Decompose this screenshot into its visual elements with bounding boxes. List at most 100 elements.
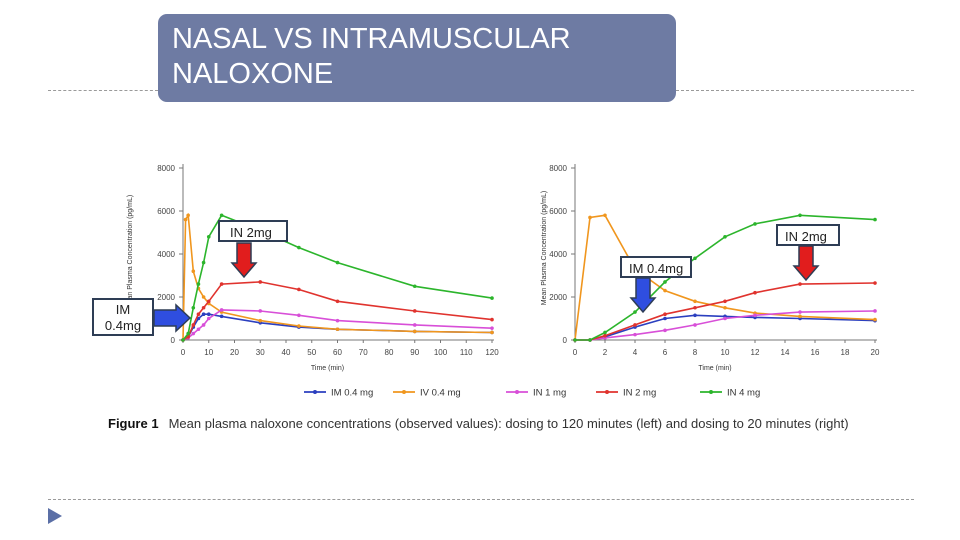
slide-title: NASAL VS INTRAMUSCULAR NALOXONE (158, 14, 676, 102)
data-point-in-2-mg (798, 282, 802, 286)
series-line-im-0-4-mg (182, 313, 493, 341)
data-point-in-4-mg (588, 338, 592, 342)
x-tick-label: 70 (359, 348, 368, 357)
legend-marker-in-4-mg (709, 390, 713, 394)
data-point-in-4-mg (186, 331, 190, 336)
series-line-in-2-mg (182, 281, 493, 341)
legend-marker-iv-0-4-mg (402, 390, 406, 394)
x-tick-label: 30 (256, 348, 265, 357)
left-im-04mg-arrow-icon (153, 303, 192, 333)
x-tick-label: 8 (693, 348, 698, 357)
data-point-in-1-mg (798, 310, 802, 314)
x-tick-label: 6 (663, 348, 668, 357)
data-point-in-1-mg (335, 318, 340, 323)
x-tick-label: 16 (811, 348, 820, 357)
y-tick-label: 6000 (157, 207, 175, 216)
data-point-in-2-mg (191, 323, 196, 327)
callout-right-in-2mg: IN 2mg (776, 224, 840, 246)
bottom-divider (48, 499, 914, 500)
callout-arrows (153, 242, 820, 333)
series-in-1-mg (573, 309, 877, 342)
x-tick-label: 90 (410, 348, 419, 357)
data-point-in-2-mg (603, 333, 607, 338)
data-point-iv-0-4-mg (412, 329, 417, 334)
top-divider-right (676, 90, 914, 91)
data-point-iv-0-4-mg (693, 299, 697, 304)
top-divider-left (48, 90, 158, 91)
data-point-iv-0-4-mg (183, 217, 188, 222)
data-point-in-4-mg (191, 305, 196, 310)
data-point-in-4-mg (196, 282, 201, 286)
x-axis-label: Time (min) (311, 365, 344, 372)
series-line-in-2-mg (575, 282, 876, 341)
data-point-in-2-mg (297, 287, 301, 292)
x-tick-label: 60 (333, 348, 342, 357)
data-point-in-2-mg (258, 280, 263, 284)
data-point-in-2-mg (490, 317, 494, 322)
legend-label-in-2-mg: IN 2 mg (623, 388, 656, 399)
data-point-in-2-mg (196, 312, 201, 317)
figure-caption: Figure 1 Mean plasma naloxone concentrati… (108, 416, 849, 431)
data-point-in-4-mg (723, 235, 727, 239)
data-point-in-2-mg (335, 299, 340, 304)
data-point-in-4-mg (663, 280, 667, 284)
data-point-in-4-mg (201, 260, 206, 265)
data-point-iv-0-4-mg (186, 213, 190, 218)
legend-marker-in-1-mg (515, 390, 519, 394)
data-point-in-2-mg (873, 281, 877, 285)
x-tick-label: 12 (751, 348, 760, 357)
data-point-iv-0-4-mg (191, 269, 196, 274)
series-line-in-4-mg (182, 214, 493, 341)
x-tick-label: 2 (603, 348, 608, 357)
x-tick-label: 18 (841, 348, 850, 357)
data-point-iv-0-4-mg (798, 314, 802, 319)
series-iv-0-4-mg (573, 213, 877, 342)
x-tick-label: 10 (721, 348, 730, 357)
legend-label-iv-0-4-mg: IV 0.4 mg (420, 388, 461, 399)
data-point-in-4-mg (219, 213, 224, 218)
data-point-iv-0-4-mg (873, 317, 877, 322)
data-point-in-1-mg (693, 323, 697, 327)
data-point-in-4-mg (633, 310, 637, 314)
data-point-in-2-mg (753, 290, 757, 295)
legend-label-in-1-mg: IN 1 mg (533, 388, 566, 399)
series-in-2-mg (573, 281, 877, 342)
callout-right-im-04mg: IM 0.4mg (620, 256, 692, 278)
slide-nav-triangle-icon[interactable] (48, 508, 62, 524)
chart-legend: IM 0.4 mg IV 0.4 mg IN 1 mg IN 2 mg IN 4 mg (304, 388, 760, 399)
y-tick-label: 0 (563, 336, 568, 345)
data-point-in-4-mg (873, 217, 877, 222)
data-point-in-1-mg (297, 313, 301, 318)
data-point-in-4-mg (753, 222, 757, 226)
data-point-in-1-mg (663, 328, 667, 333)
y-tick-label: 8000 (157, 164, 175, 173)
y-tick-label: 0 (171, 336, 176, 345)
callout-left-im-label: IM 0.4mg (104, 302, 142, 333)
data-point-in-4-mg (573, 338, 577, 342)
y-tick-label: 2000 (549, 293, 567, 302)
y-axis-label: Mean Plasma Concentration (pg/mL) (127, 195, 134, 309)
data-point-in-4-mg (335, 260, 340, 265)
data-point-in-4-mg (490, 296, 494, 300)
chart-right-20min: 0 2000 4000 6000 8000 0 2 4 6 8 10 12 14 16 18 20 Time (… (541, 164, 880, 372)
y-axis-label: Mean Plasma Concentration (pg/mL) (541, 191, 548, 305)
data-point-in-2-mg (206, 299, 211, 304)
x-tick-label: 20 (230, 348, 239, 357)
data-point-iv-0-4-mg (258, 318, 263, 323)
data-point-in-4-mg (798, 213, 802, 218)
data-point-iv-0-4-mg (603, 213, 607, 218)
data-point-iv-0-4-mg (297, 324, 301, 328)
data-point-in-1-mg (206, 316, 211, 321)
data-point-in-1-mg (490, 326, 494, 330)
data-point-im-0-4-mg (201, 312, 206, 317)
x-tick-label: 100 (434, 348, 448, 357)
chart-left-120min: 0 2000 4000 6000 8000 0 10 20 30 40 50 60 70 80 90 100 1… (127, 164, 499, 372)
data-point-in-1-mg (258, 309, 263, 313)
y-tick-label: 4000 (157, 250, 175, 259)
data-point-im-0-4-mg (693, 313, 697, 318)
data-point-im-0-4-mg (206, 312, 211, 317)
data-point-iv-0-4-mg (490, 330, 494, 335)
data-point-iv-0-4-mg (723, 305, 727, 310)
x-axis-label: Time (min) (698, 365, 731, 372)
